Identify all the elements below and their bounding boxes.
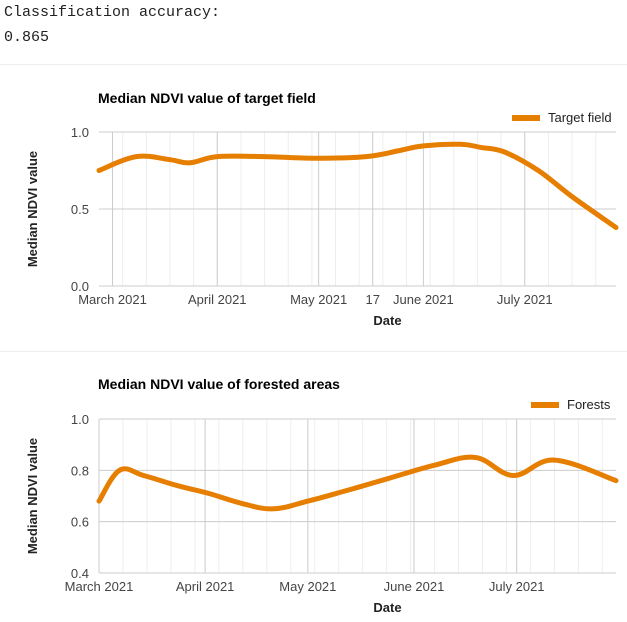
chart1-x-tick-label: July 2021 [497,292,553,307]
chart2-y-axis-label: Median NDVI value [25,438,40,554]
chart2-y-tick-label: 0.4 [71,566,89,581]
chart2-y-tick-label: 1.0 [71,412,89,427]
chart1-x-tick-label: April 2021 [188,292,247,307]
chart1-x-tick-label: March 2021 [78,292,147,307]
chart2-x-tick-label: April 2021 [176,579,235,594]
chart1-y-axis-label: Median NDVI value [25,151,40,267]
chart1-legend-label: Target field [548,110,612,125]
chart2-x-axis-label: Date [373,600,401,615]
chart1-x-axis-label: Date [373,313,401,328]
accuracy-value: 0.865 [4,29,50,46]
chart1-title: Median NDVI value of target field [98,90,316,106]
chart1-x-tick-label: May 2021 [290,292,347,307]
chart2-title: Median NDVI value of forested areas [98,376,340,392]
chart2-legend-label: Forests [567,397,611,412]
chart2-y-tick-label: 0.6 [71,515,89,530]
accuracy-label: Classification accuracy: [4,4,221,21]
chart2-x-tick-label: June 2021 [384,579,445,594]
chart2-x-tick-label: July 2021 [489,579,545,594]
forested-areas-chart: Median NDVI value of forested areas 0.4 0.… [25,376,619,615]
chart1-x-tick-label: 17 [365,292,379,307]
chart1-y-tick-label: 0.0 [71,279,89,294]
chart2-x-tick-label: March 2021 [65,579,134,594]
chart2-x-tick-label: May 2021 [279,579,336,594]
chart1-series-line [96,141,619,230]
chart2-series-line [96,454,619,512]
output-divider-middle [0,351,627,352]
chart2-y-tick-label: 0.8 [71,463,89,478]
chart1-y-tick-label: 1.0 [71,125,89,140]
chart1-x-tick-label: June 2021 [393,292,454,307]
target-field-chart: Median NDVI value of target field 0.0 0.5 1… [25,90,619,328]
chart1-y-tick-label: 0.5 [71,202,89,217]
output-divider-top [0,64,627,65]
